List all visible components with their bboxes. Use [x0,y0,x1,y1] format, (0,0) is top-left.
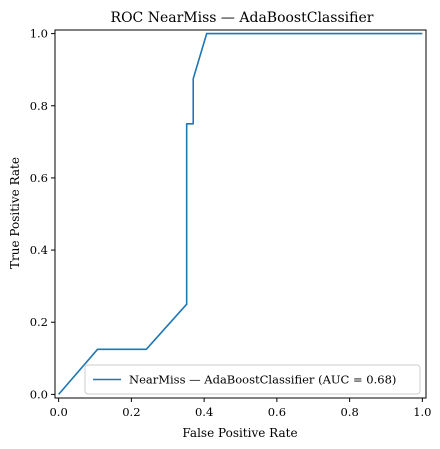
y-tick-label: 0.4 [30,243,48,257]
x-tick-label: 0.0 [49,405,67,419]
roc-curve-line [58,32,423,395]
y-tick-label: 0.2 [30,315,48,329]
plot-frame [54,29,427,399]
x-axis-label: False Positive Rate [182,426,297,440]
plot-area: 0.0 0.2 0.4 0.6 0.8 1.0 0.0 0.2 0.4 0.6 0.8 1.0 Near… [30,27,432,419]
legend-box [84,364,421,395]
y-tick-label: 1.0 [30,27,48,41]
y-tick-label: 0.6 [30,171,48,185]
x-tick-label: 1.0 [413,405,431,419]
x-tick-label: 0.2 [122,405,140,419]
y-tick-label: 0.0 [30,387,48,401]
y-tick-label: 0.8 [30,99,48,113]
y-axis-label: True Positive Rate [8,157,22,269]
x-tick-label: 0.6 [268,405,286,419]
x-tick-label: 0.4 [195,405,213,419]
legend-entry-label: NearMiss — AdaBoostClassifier (AUC = 0.6… [129,373,396,387]
x-tick-label: 0.8 [340,405,358,419]
chart-title: ROC NearMiss — AdaBoostClassifier [111,10,374,26]
